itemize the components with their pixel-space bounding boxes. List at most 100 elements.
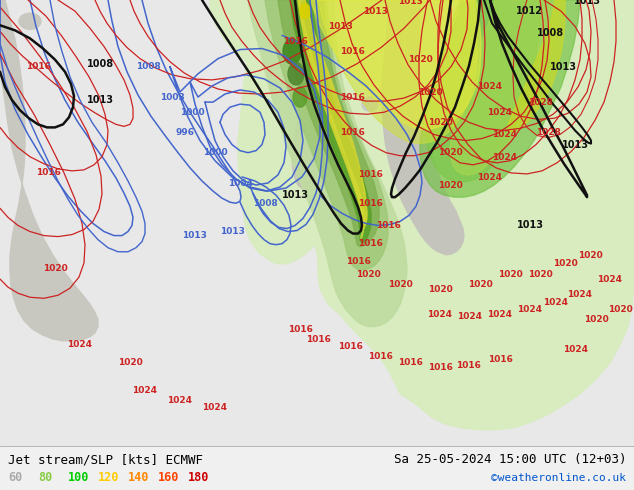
Text: 1020: 1020 xyxy=(427,118,453,127)
Polygon shape xyxy=(426,0,540,182)
Polygon shape xyxy=(290,0,634,424)
Text: 1020: 1020 xyxy=(437,148,462,157)
Text: Jet stream/SLP [kts] ECMWF: Jet stream/SLP [kts] ECMWF xyxy=(8,453,203,466)
Text: 1020: 1020 xyxy=(118,359,143,368)
Text: 1003: 1003 xyxy=(160,93,184,101)
Text: 1016: 1016 xyxy=(340,93,365,101)
Text: 60: 60 xyxy=(8,471,22,485)
Text: 1020: 1020 xyxy=(584,315,609,324)
Text: 1028: 1028 xyxy=(536,128,560,137)
Ellipse shape xyxy=(300,3,310,19)
Text: 1020: 1020 xyxy=(553,259,578,269)
Text: 1016: 1016 xyxy=(283,37,307,46)
Text: 1008: 1008 xyxy=(86,59,113,69)
Text: 1024: 1024 xyxy=(488,310,512,319)
Text: 1016: 1016 xyxy=(337,343,363,351)
Text: 996: 996 xyxy=(176,128,195,137)
Text: 1020: 1020 xyxy=(387,280,412,289)
Polygon shape xyxy=(210,0,534,88)
Polygon shape xyxy=(299,0,365,239)
Polygon shape xyxy=(508,0,565,131)
Text: 1013: 1013 xyxy=(86,95,113,105)
Text: 1013: 1013 xyxy=(363,7,387,16)
Text: 1024: 1024 xyxy=(517,305,543,314)
Polygon shape xyxy=(294,68,328,190)
Polygon shape xyxy=(420,0,580,197)
Text: 1013: 1013 xyxy=(517,220,543,230)
Text: 1013: 1013 xyxy=(398,0,422,5)
Polygon shape xyxy=(310,0,481,129)
Polygon shape xyxy=(318,0,477,144)
Text: 180: 180 xyxy=(188,471,209,485)
Text: 1020: 1020 xyxy=(42,265,67,273)
Text: 1016: 1016 xyxy=(306,335,330,344)
Ellipse shape xyxy=(293,87,307,107)
Text: 1013: 1013 xyxy=(562,140,588,149)
Polygon shape xyxy=(450,0,560,175)
Text: 1020: 1020 xyxy=(498,270,522,278)
Text: 1024: 1024 xyxy=(167,396,193,405)
Text: 1016: 1016 xyxy=(340,128,365,137)
Text: 140: 140 xyxy=(128,471,150,485)
Text: 1024: 1024 xyxy=(67,340,93,349)
Text: 1024: 1024 xyxy=(477,82,503,92)
Text: ©weatheronline.co.uk: ©weatheronline.co.uk xyxy=(491,473,626,483)
Text: 1020: 1020 xyxy=(356,270,380,278)
Text: 1024: 1024 xyxy=(564,345,588,354)
Text: 1013: 1013 xyxy=(328,22,353,31)
Text: 1024: 1024 xyxy=(133,386,157,395)
Text: 120: 120 xyxy=(98,471,119,485)
Text: 1013: 1013 xyxy=(281,190,309,200)
Polygon shape xyxy=(265,0,388,270)
Text: 1020: 1020 xyxy=(578,251,602,260)
Text: 100: 100 xyxy=(68,471,89,485)
Text: 1020: 1020 xyxy=(427,285,453,294)
Text: 1024: 1024 xyxy=(597,274,623,284)
Text: 1020: 1020 xyxy=(418,88,443,97)
Ellipse shape xyxy=(288,63,304,85)
Text: 1028: 1028 xyxy=(527,98,552,107)
Text: 1000: 1000 xyxy=(203,148,228,157)
Text: Sa 25-05-2024 15:00 UTC (12+03): Sa 25-05-2024 15:00 UTC (12+03) xyxy=(394,453,626,466)
Text: 1016: 1016 xyxy=(358,171,382,179)
Text: 1016: 1016 xyxy=(488,355,512,365)
Text: 1016: 1016 xyxy=(398,359,422,368)
Ellipse shape xyxy=(362,97,378,111)
Text: 1013: 1013 xyxy=(181,231,207,240)
Text: 1020: 1020 xyxy=(408,55,432,64)
Text: 1013: 1013 xyxy=(219,227,245,236)
Text: 1020: 1020 xyxy=(437,180,462,190)
Text: 1016: 1016 xyxy=(427,363,453,371)
Text: 1020: 1020 xyxy=(607,305,632,314)
Polygon shape xyxy=(248,0,407,327)
Polygon shape xyxy=(298,0,367,229)
Polygon shape xyxy=(382,0,464,254)
Text: 1016: 1016 xyxy=(288,325,313,334)
Text: 1020: 1020 xyxy=(527,270,552,278)
Text: 1016: 1016 xyxy=(36,169,60,177)
Text: 1016: 1016 xyxy=(368,352,392,362)
Polygon shape xyxy=(246,0,326,232)
Polygon shape xyxy=(338,0,634,430)
Polygon shape xyxy=(0,0,98,341)
Text: 1012: 1012 xyxy=(515,6,543,16)
Text: 1013: 1013 xyxy=(574,0,600,6)
Text: 1008: 1008 xyxy=(536,28,564,38)
Text: 1016: 1016 xyxy=(340,47,365,56)
Text: 160: 160 xyxy=(158,471,179,485)
Text: 1000: 1000 xyxy=(179,108,204,117)
Text: 1024: 1024 xyxy=(493,130,517,139)
Ellipse shape xyxy=(283,39,301,64)
Text: 1016: 1016 xyxy=(358,239,382,248)
Polygon shape xyxy=(278,0,379,246)
Text: 1024: 1024 xyxy=(427,310,453,319)
Ellipse shape xyxy=(301,127,315,147)
Text: 80: 80 xyxy=(38,471,52,485)
Ellipse shape xyxy=(19,13,41,29)
Ellipse shape xyxy=(304,90,322,118)
Polygon shape xyxy=(238,0,326,264)
Text: 1016: 1016 xyxy=(456,361,481,369)
Text: 1016: 1016 xyxy=(358,199,382,208)
Text: 1024: 1024 xyxy=(488,108,512,117)
Text: 1024: 1024 xyxy=(493,153,517,162)
